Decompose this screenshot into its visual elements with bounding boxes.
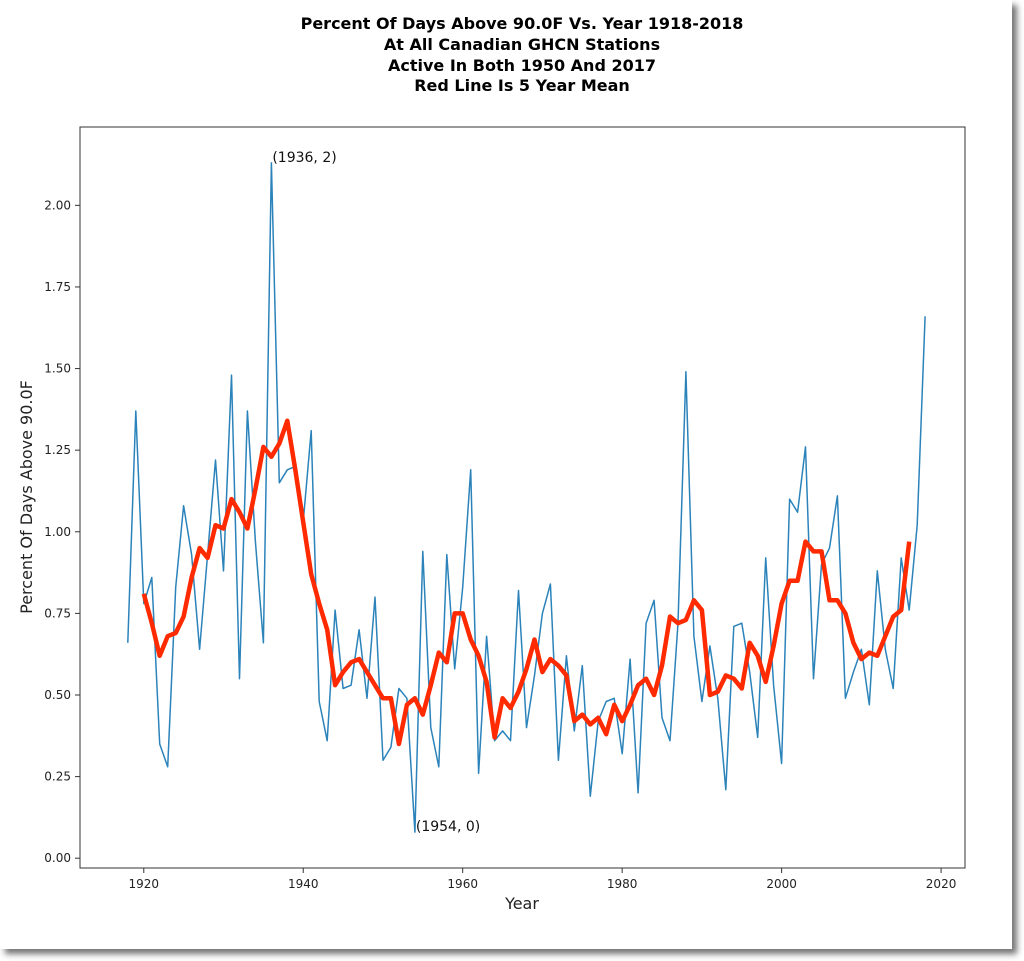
title-line-3: Active In Both 1950 And 2017 xyxy=(388,56,656,75)
y-tick-label: 0.25 xyxy=(44,770,71,784)
annual-line xyxy=(127,162,926,833)
y-tick-label: 1.25 xyxy=(44,443,71,457)
x-tick-label: 1940 xyxy=(288,877,319,891)
y-tick-label: 1.50 xyxy=(44,362,71,376)
y-axis-label: Percent Of Days Above 90.0F xyxy=(17,380,36,614)
x-tick-label: 1920 xyxy=(129,877,160,891)
mean-line xyxy=(141,418,912,747)
y-tick-label: 0.75 xyxy=(44,606,71,620)
point-annotation: (1936, 2) xyxy=(272,150,336,166)
point-annotation: (1954, 0) xyxy=(416,819,480,835)
x-tick-label: 1960 xyxy=(447,877,478,891)
plot-frame xyxy=(79,126,966,869)
series-group xyxy=(127,162,926,833)
x-tick-label: 2020 xyxy=(926,877,957,891)
y-tick-label: 0.00 xyxy=(44,851,71,865)
chart-title: Percent Of Days Above 90.0F Vs. Year 191… xyxy=(301,14,744,95)
y-tick-label: 2.00 xyxy=(44,198,71,212)
title-line-4: Red Line Is 5 Year Mean xyxy=(414,76,630,95)
title-line-2: At All Canadian GHCN Stations xyxy=(384,35,660,54)
x-tick-label: 1980 xyxy=(607,877,638,891)
figure-card xyxy=(0,0,1012,949)
y-tick-label: 0.50 xyxy=(44,688,71,702)
y-tick-label: 1.00 xyxy=(44,525,71,539)
y-tick-label: 1.75 xyxy=(44,280,71,294)
y-axis-ticks: 0.00 0.25 0.50 0.75 1.00 1.25 1.50 1.75 2.00 xyxy=(44,198,80,865)
x-axis-ticks: 1920 1940 1960 1980 2000 2020 xyxy=(129,868,957,891)
x-tick-label: 2000 xyxy=(766,877,797,891)
title-line-1: Percent Of Days Above 90.0F Vs. Year 191… xyxy=(301,14,744,33)
x-axis-label: Year xyxy=(504,894,539,913)
annotations: (1936, 2) (1954, 0) xyxy=(272,150,480,835)
